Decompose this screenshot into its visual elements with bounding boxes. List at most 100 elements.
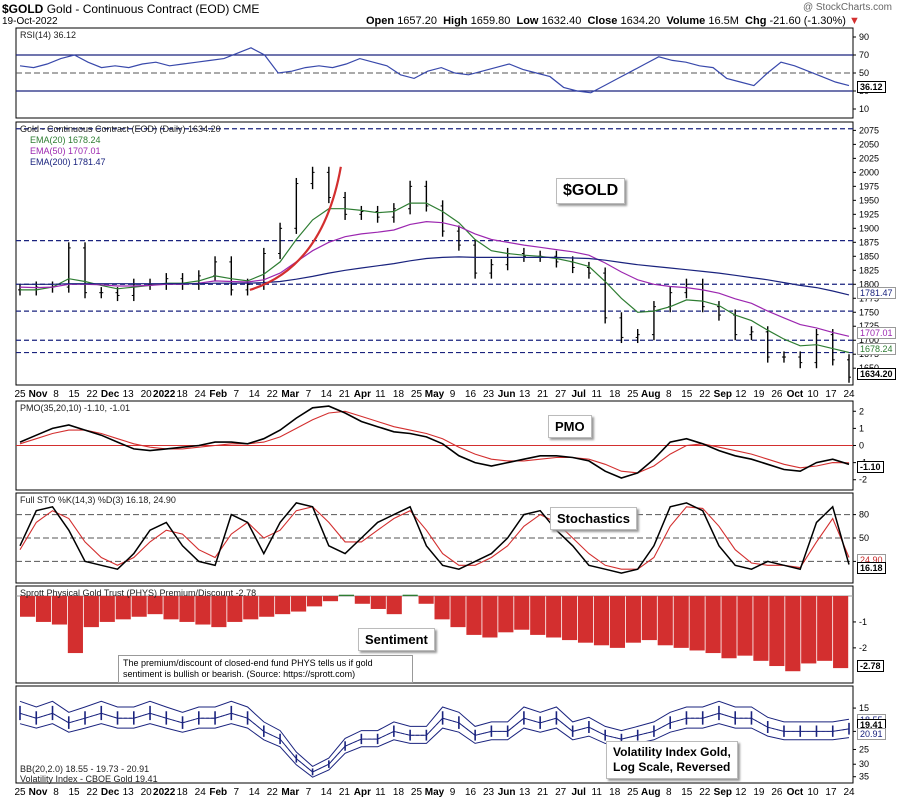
sentiment-bar	[163, 596, 179, 620]
price-axis-tick-label: 1950	[859, 195, 879, 205]
sentiment-bar	[769, 596, 785, 667]
sentiment-bar	[593, 596, 610, 646]
x-axis-bottom-label: Sep	[714, 787, 732, 798]
x-axis-bottom-label: 10	[807, 787, 819, 798]
x-axis-bottom-label: 25	[411, 787, 423, 798]
sentiment-bar	[817, 596, 833, 661]
rsi-line	[19, 47, 850, 94]
x-axis-bottom-label: 18	[609, 787, 621, 798]
x-axis-bottom-label: 11	[592, 787, 603, 798]
x-axis-top-label: 17	[825, 389, 837, 400]
pmo-legend: PMO(35,20,10) -1.10, -1.01	[20, 403, 131, 413]
sentiment-bar	[354, 596, 370, 604]
price-legend: Gold - Continuous Contract (EOD) (Daily)…	[20, 124, 221, 134]
x-axis-top-label: 27	[555, 389, 567, 400]
sentiment-bar	[115, 596, 131, 620]
sentiment-bar	[179, 596, 195, 622]
sentiment-bar	[546, 596, 562, 638]
sentiment-bar	[20, 596, 36, 617]
x-axis-top-label: Oct	[787, 389, 804, 400]
x-axis-bottom-label: 14	[249, 787, 261, 798]
sentiment-bar	[386, 596, 402, 615]
sentiment-bar	[785, 596, 801, 672]
symbol: $GOLD	[2, 2, 44, 16]
down-arrow-icon: ▼	[849, 15, 860, 27]
sentiment-axis-tick-label: -1	[859, 617, 867, 627]
x-axis-top-label: 13	[519, 389, 531, 400]
x-axis-bottom-label: Nov	[29, 787, 48, 798]
pmo-label-box: PMO	[548, 415, 592, 438]
sentiment-bar	[641, 596, 657, 641]
price-axis-tick-label: 1725	[859, 321, 879, 331]
x-axis-top-label: 18	[177, 389, 189, 400]
x-axis-top-label: 22	[699, 389, 711, 400]
x-axis-bottom-label: 11	[375, 787, 386, 798]
x-axis-bottom-label: Jul	[571, 787, 586, 798]
x-axis-top-label: 10	[807, 389, 819, 400]
price-axis-tick-label: 1800	[859, 279, 879, 289]
x-axis-top-label: Nov	[29, 389, 48, 400]
sentiment-bar	[338, 594, 354, 596]
x-axis-top-label: 8	[53, 389, 59, 400]
x-axis-top-label: 22	[87, 389, 99, 400]
ema200-legend: EMA(200) 1781.47	[30, 157, 106, 167]
sentiment-bar	[259, 596, 275, 617]
high-value: 1659.80	[470, 15, 511, 27]
sentiment-bar	[35, 596, 52, 622]
ema20-legend: EMA(20) 1678.24	[30, 135, 101, 145]
ohlc-readout: Open 1657.20 High 1659.80 Low 1632.40 Cl…	[366, 15, 860, 27]
x-axis-bottom-label: Oct	[787, 787, 804, 798]
price-axis-tick-label: 2050	[859, 139, 879, 149]
sentiment-bar	[402, 594, 418, 596]
x-axis-bottom-label: 13	[123, 787, 135, 798]
sentiment-bar	[418, 596, 434, 604]
x-axis-bottom-label: 27	[555, 787, 567, 798]
x-axis-bottom-label: 16	[465, 787, 477, 798]
sentiment-tag: -2.78	[857, 660, 884, 672]
sentiment-bar	[737, 596, 753, 656]
x-axis-bottom-label: 18	[393, 787, 405, 798]
x-axis-top-label: May	[425, 389, 445, 400]
price-tag: 1634.20	[857, 368, 896, 380]
x-axis-top-label: 23	[483, 389, 495, 400]
chart-date: 19-Oct-2022	[2, 16, 58, 27]
vix-axis-tick-label: 25	[859, 744, 869, 754]
x-axis-top-label: 7	[233, 389, 239, 400]
x-axis-top-label: 14	[249, 389, 261, 400]
sentiment-bar	[211, 596, 227, 628]
price-axis-tick-label: 1750	[859, 307, 879, 317]
price-axis-tick-label: 1900	[859, 223, 879, 233]
stoch-d-line	[19, 506, 850, 570]
x-axis-bottom-label: 21	[537, 787, 549, 798]
ema50-legend: EMA(50) 1707.01	[30, 146, 101, 156]
sentiment-legend: Sprott Physical Gold Trust (PHYS) Premiu…	[20, 588, 257, 598]
x-axis-top-label: 15	[69, 389, 81, 400]
change-value: -21.60 (-1.30%)	[769, 15, 846, 27]
sentiment-bar	[466, 596, 482, 635]
sentiment-bar	[673, 596, 689, 648]
x-axis-top-label: 14	[321, 389, 333, 400]
x-axis-bottom-label: 9	[450, 787, 456, 798]
pmo-tag: -1.10	[857, 461, 884, 473]
x-axis-top-label: 11	[375, 389, 386, 400]
x-axis-bottom-label: 2022	[153, 787, 176, 798]
x-axis-top-label: Mar	[281, 389, 299, 400]
sentiment-bar	[689, 596, 705, 651]
sentiment-bar	[131, 596, 147, 617]
x-axis-top-label: 15	[681, 389, 693, 400]
x-axis-top-label: 24	[843, 389, 855, 400]
x-axis-bottom-label: 7	[233, 787, 239, 798]
vix-label-box: Volatility Index Gold, Log Scale, Revers…	[606, 741, 738, 779]
pmo-line	[19, 405, 850, 479]
x-axis-bottom-label: 22	[699, 787, 711, 798]
sentiment-bar	[370, 596, 386, 609]
x-axis-bottom-label: 14	[321, 787, 333, 798]
x-axis-top-label: 19	[753, 389, 765, 400]
price-axis-tick-label: 2000	[859, 167, 879, 177]
sentiment-bar	[530, 596, 546, 635]
x-axis-bottom-label: 24	[843, 787, 855, 798]
bb-lower-tag: 20.91	[857, 728, 886, 740]
x-axis-bottom-label: 8	[53, 787, 59, 798]
parabolic-curve	[249, 166, 342, 291]
price-axis-tick-label: 1925	[859, 209, 879, 219]
